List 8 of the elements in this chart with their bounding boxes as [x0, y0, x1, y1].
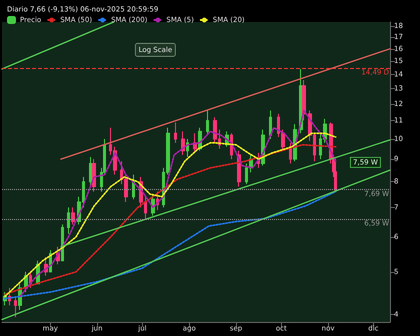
- candlestick: [302, 79, 306, 122]
- candlestick: [14, 296, 17, 318]
- line-series: [19, 110, 336, 298]
- candlestick: [174, 122, 177, 144]
- candlestick: [206, 110, 209, 136]
- candlestick: [71, 206, 75, 226]
- candlestick: [269, 110, 272, 140]
- candlestick: [67, 206, 70, 234]
